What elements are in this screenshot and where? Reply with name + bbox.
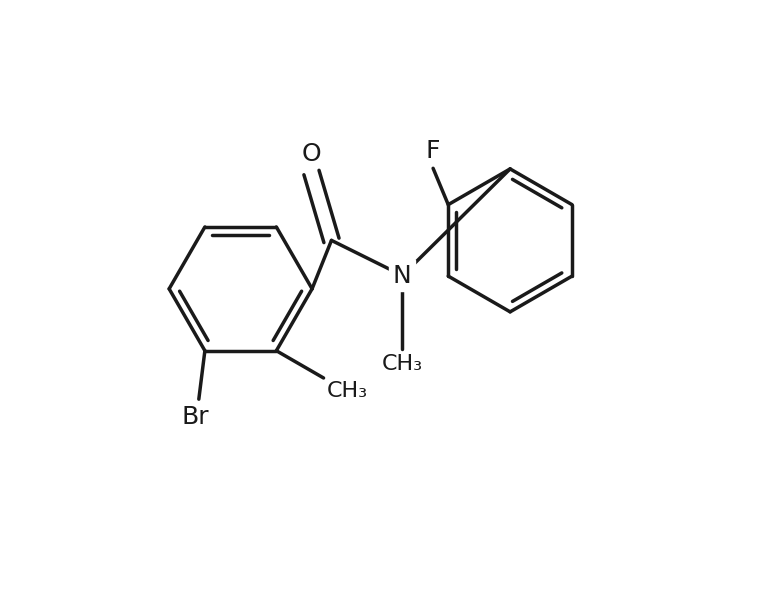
Text: F: F <box>426 139 440 163</box>
Text: Br: Br <box>182 405 209 429</box>
Text: O: O <box>302 142 321 166</box>
Text: CH₃: CH₃ <box>382 354 423 375</box>
Text: N: N <box>393 263 412 287</box>
Text: CH₃: CH₃ <box>327 381 368 401</box>
